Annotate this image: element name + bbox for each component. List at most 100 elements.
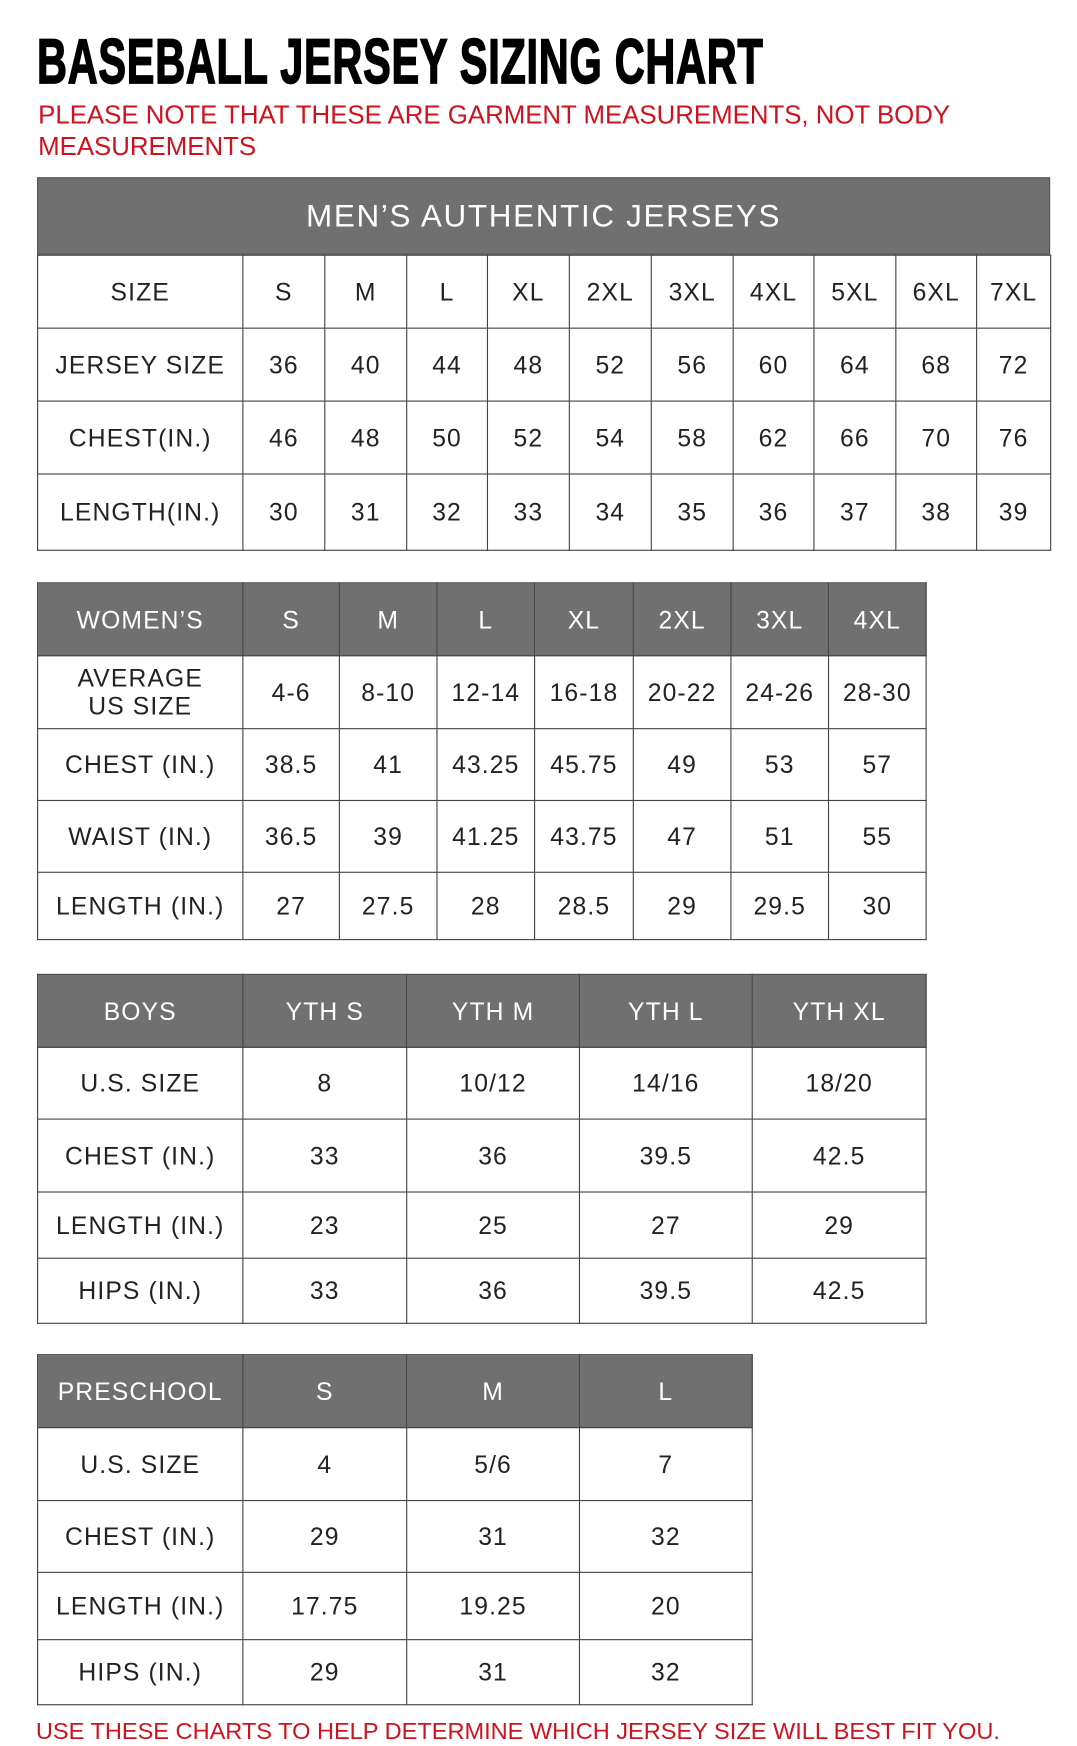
garment-note: PLEASE NOTE THAT THESE ARE GARMENT MEASU… (38, 99, 950, 161)
size-header-cell: 4XL (732, 254, 815, 329)
boys-size-table: BOYS YTH S YTH M YTH L YTH XL U.S. SIZE 8 10/12… (37, 973, 927, 1324)
size-header-cell: 5XL (813, 254, 897, 329)
measurement-cell: 64 (813, 327, 897, 402)
measurement-cell: 20-22 (632, 655, 732, 730)
measurement-cell: 40 (324, 327, 408, 402)
size-header-cell: YTH M (406, 973, 581, 1048)
size-header-cell: 4XL (827, 582, 927, 657)
measurement-cell: 29 (242, 1499, 408, 1573)
measurement-cell: 10/12 (406, 1046, 581, 1120)
size-header-cell: 7XL (976, 254, 1052, 329)
table-row: CHEST (IN.) 29 31 32 (37, 1499, 753, 1573)
table-header-row: BOYS YTH S YTH M YTH L YTH XL (37, 973, 927, 1048)
measurement-cell: 32 (406, 473, 489, 551)
row-label: LENGTH (IN.) (37, 871, 244, 941)
table-row: HIPS (IN.) 33 36 39.5 42.5 (37, 1257, 927, 1324)
measurement-cell: 17.75 (242, 1571, 408, 1641)
measurement-cell: 29 (751, 1191, 927, 1259)
size-header-cell: S (242, 1354, 408, 1429)
measurement-cell: 31 (406, 1499, 581, 1573)
measurement-cell: 29 (242, 1639, 408, 1706)
measurement-cell: 47 (632, 799, 732, 873)
measurement-cell: 8 (242, 1046, 408, 1120)
measurement-cell: 60 (732, 327, 815, 402)
footer-note: USE THESE CHARTS TO HELP DETERMINE WHICH… (35, 1718, 1000, 1745)
measurement-cell: 31 (406, 1639, 581, 1706)
row-label: LENGTH (IN.) (37, 1191, 244, 1259)
measurement-cell: 36 (406, 1118, 581, 1193)
measurement-cell: 54 (568, 400, 652, 475)
measurement-cell: 37 (813, 473, 897, 551)
row-label: PRESCHOOL (37, 1354, 244, 1429)
measurement-cell: 52 (568, 327, 652, 402)
row-label: SIZE (37, 254, 244, 329)
measurement-cell: 52 (486, 400, 570, 475)
size-header-cell: 2XL (632, 582, 732, 657)
size-header-cell: 6XL (895, 254, 978, 329)
measurement-cell: 45.75 (534, 728, 634, 802)
measurement-cell: 58 (650, 400, 734, 475)
measurement-cell: 28.5 (534, 871, 634, 941)
row-label: HIPS (IN.) (37, 1639, 244, 1706)
table-row: LENGTH (IN.) 17.75 19.25 20 (37, 1571, 753, 1641)
table-row: U.S. SIZE 4 5/6 7 (37, 1427, 753, 1502)
measurement-cell: 28 (436, 871, 536, 941)
measurement-cell: 36 (242, 327, 326, 402)
table-row: CHEST(IN.) 46 48 50 52 54 58 62 66 70 76 (37, 400, 1052, 475)
measurement-cell: 42.5 (751, 1257, 927, 1324)
measurement-cell: 70 (895, 400, 978, 475)
measurement-cell: 33 (242, 1118, 408, 1193)
measurement-cell: 32 (578, 1639, 753, 1706)
measurement-cell: 33 (486, 473, 570, 551)
size-header-cell: S (242, 254, 326, 329)
table-header-row: PRESCHOOL S M L (37, 1354, 753, 1429)
measurement-cell: 39 (976, 473, 1052, 551)
table-row: HIPS (IN.) 29 31 32 (37, 1639, 753, 1706)
measurement-cell: 46 (242, 400, 326, 475)
measurement-cell: 32 (578, 1499, 753, 1573)
measurement-cell: 29.5 (730, 871, 830, 941)
measurement-cell: 34 (568, 473, 652, 551)
measurement-cell: 39.5 (578, 1118, 753, 1193)
measurement-cell: 27 (578, 1191, 753, 1259)
measurement-cell: 14/16 (578, 1046, 753, 1120)
row-label: WOMEN’S (37, 582, 244, 657)
row-label: CHEST (IN.) (37, 1118, 244, 1193)
row-label: AVERAGE US SIZE (37, 655, 244, 730)
size-header-cell: 3XL (650, 254, 734, 329)
measurement-cell: 66 (813, 400, 897, 475)
measurement-cell: 36 (732, 473, 815, 551)
row-label: CHEST (IN.) (37, 728, 244, 802)
size-header-cell: YTH S (242, 973, 408, 1048)
table-row: AVERAGE US SIZE 4-6 8-10 12-14 16-18 20-22 24-… (37, 655, 927, 730)
size-header-cell: 3XL (730, 582, 830, 657)
measurement-cell: 23 (242, 1191, 408, 1259)
row-label: LENGTH (IN.) (37, 1571, 244, 1641)
measurement-cell: 42.5 (751, 1118, 927, 1193)
row-label: CHEST(IN.) (37, 400, 244, 475)
row-label: HIPS (IN.) (37, 1257, 244, 1324)
size-header-cell: L (578, 1354, 753, 1429)
measurement-cell: 43.25 (436, 728, 536, 802)
size-header-cell: L (436, 582, 536, 657)
measurement-cell: 38.5 (242, 728, 340, 802)
size-header-cell: XL (534, 582, 634, 657)
measurement-cell: 35 (650, 473, 734, 551)
measurement-cell: 62 (732, 400, 815, 475)
row-label: LENGTH(IN.) (37, 473, 244, 551)
measurement-cell: 39.5 (578, 1257, 753, 1324)
table-row: LENGTH(IN.) 30 31 32 33 34 35 36 37 38 39 (37, 473, 1052, 551)
measurement-cell: 31 (324, 473, 408, 551)
measurement-cell: 68 (895, 327, 978, 402)
table-row: WAIST (IN.) 36.5 39 41.25 43.75 47 51 55 (37, 799, 927, 873)
measurement-cell: 48 (486, 327, 570, 402)
measurement-cell: 27 (242, 871, 340, 941)
measurement-cell: 53 (730, 728, 830, 802)
measurement-cell: 50 (406, 400, 489, 475)
measurement-cell: 44 (406, 327, 489, 402)
size-header-cell: L (406, 254, 489, 329)
measurement-cell: 72 (976, 327, 1052, 402)
measurement-cell: 18/20 (751, 1046, 927, 1120)
measurement-cell: 41 (338, 728, 438, 802)
row-label: WAIST (IN.) (37, 799, 244, 873)
